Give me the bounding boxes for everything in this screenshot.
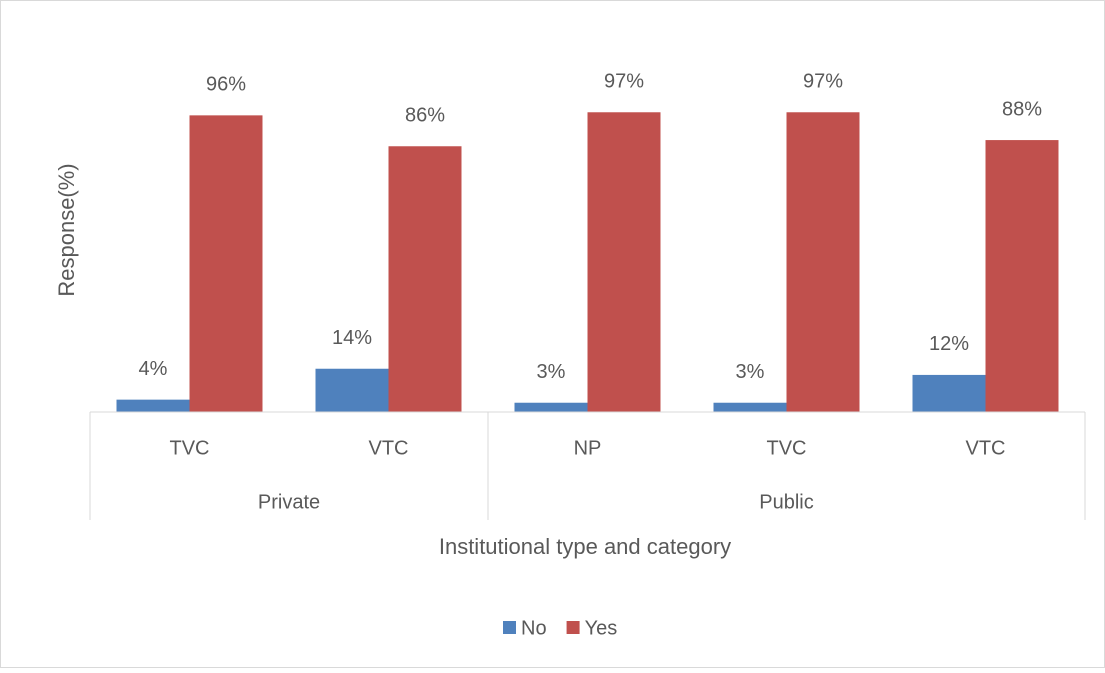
x-axis-title: Institutional type and category [439, 534, 731, 559]
y-axis-title: Response(%) [54, 163, 79, 296]
legend-label: No [521, 617, 547, 639]
bar [587, 112, 661, 413]
data-label: 97% [604, 71, 644, 93]
group-label: Public [759, 491, 813, 513]
bar [189, 115, 263, 413]
data-label: 96% [206, 74, 246, 96]
bar [315, 368, 389, 412]
x-tick-label: TVC [170, 437, 210, 459]
x-tick-label: NP [574, 437, 602, 459]
bar [388, 146, 462, 412]
bar [713, 402, 787, 412]
bar [514, 402, 588, 412]
data-label: 14% [332, 327, 372, 349]
data-label: 12% [929, 333, 969, 355]
bar [912, 374, 986, 412]
x-tick-label: TVC [767, 437, 807, 459]
bar [786, 112, 860, 413]
group-label: Private [258, 491, 320, 513]
x-tick-label: VTC [966, 437, 1006, 459]
legend-swatch [566, 621, 580, 634]
data-label: 4% [139, 358, 168, 380]
legend-label: Yes [585, 617, 618, 639]
bar [116, 399, 190, 412]
data-label: 86% [405, 105, 445, 127]
data-label: 3% [537, 361, 566, 383]
bar [985, 140, 1059, 412]
data-label: 88% [1002, 98, 1042, 120]
data-label: 97% [803, 71, 843, 93]
data-label: 3% [736, 361, 765, 383]
x-tick-label: VTC [369, 437, 409, 459]
legend-swatch [503, 621, 516, 634]
